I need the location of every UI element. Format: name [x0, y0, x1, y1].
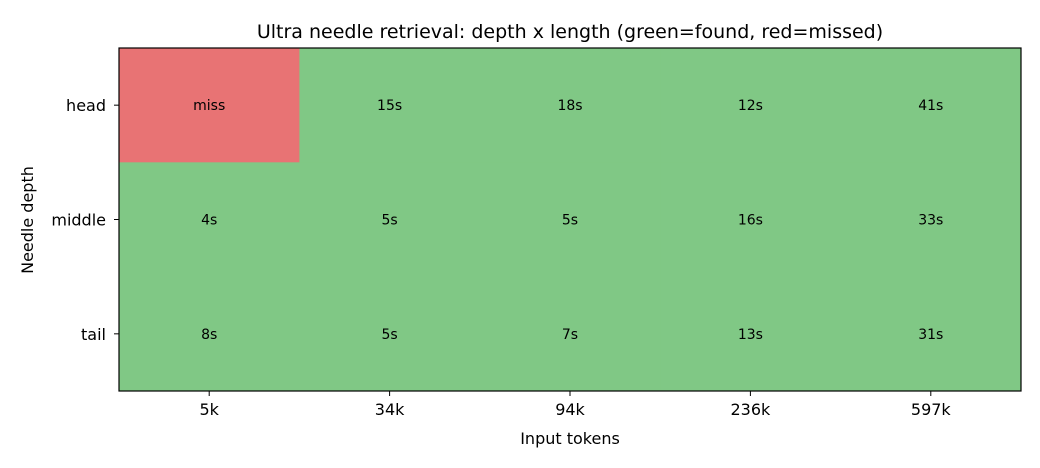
heatmap-cell [299, 276, 481, 392]
y-axis-ticks: head middle tail [51, 96, 119, 344]
cell-value-label: 5s [381, 213, 397, 229]
heatmap-cells: miss 15s 18s 12s 41s 4s 5s 5s 16s 33s 8s 5s 7s 13s 31s [119, 48, 1022, 392]
heatmap-cell [479, 48, 661, 163]
cell-value-label: 5s [381, 327, 397, 343]
y-tick-label: head [66, 96, 106, 115]
cell-value-label: 18s [557, 98, 582, 114]
x-tick-label: 5k [199, 400, 219, 419]
heatmap-cell [840, 162, 1022, 278]
y-axis-label: Needle depth [18, 166, 37, 274]
cell-value-label: 4s [201, 213, 217, 229]
heatmap-cell [479, 276, 661, 392]
cell-value-label: 41s [918, 98, 943, 114]
cell-value-label: 33s [918, 213, 943, 229]
cell-value-label: 16s [738, 213, 763, 229]
heatmap-cell [479, 162, 661, 278]
cell-value-label: 12s [738, 98, 763, 114]
cell-value-label: 7s [562, 327, 578, 343]
heatmap-cell [660, 276, 842, 392]
heatmap-cell [840, 276, 1022, 392]
heatmap-cell [660, 48, 842, 163]
cell-value-label: miss [193, 98, 225, 114]
x-axis-ticks: 5k 34k 94k 236k 597k [199, 391, 951, 419]
heatmap-cell [299, 48, 481, 163]
chart-title: Ultra needle retrieval: depth x length (… [257, 21, 883, 43]
heatmap-cell [299, 162, 481, 278]
x-tick-label: 597k [911, 400, 952, 419]
x-tick-label: 34k [375, 400, 405, 419]
cell-value-label: 5s [562, 213, 578, 229]
heatmap-cell [119, 162, 300, 278]
heatmap-cell [119, 276, 300, 392]
y-tick-label: middle [51, 211, 106, 230]
heatmap-cell [119, 48, 300, 163]
cell-value-label: 8s [201, 327, 217, 343]
x-axis-label: Input tokens [520, 429, 620, 448]
y-tick-label: tail [81, 325, 106, 344]
heatmap-cell [840, 48, 1022, 163]
x-tick-label: 94k [555, 400, 585, 419]
x-tick-label: 236k [730, 400, 771, 419]
heatmap-cell [660, 162, 842, 278]
cell-value-label: 15s [377, 98, 402, 114]
cell-value-label: 31s [918, 327, 943, 343]
cell-value-label: 13s [738, 327, 763, 343]
